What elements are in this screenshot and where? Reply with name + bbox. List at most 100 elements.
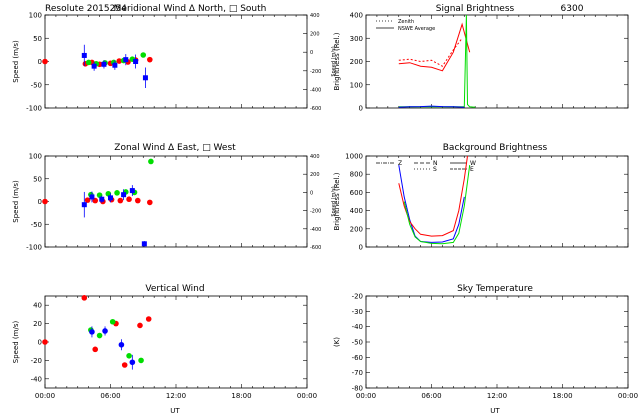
zonal-y2-tick-label: 0 <box>310 190 313 196</box>
vertical-point-blue <box>102 328 108 334</box>
background-panel: Background Brightness Z N S W E 0 200 400 6… <box>333 143 629 252</box>
vertical-point-red <box>42 339 48 345</box>
vertical-x-tick-label: 12:00 <box>166 392 186 400</box>
vertical-xlabel: UT <box>170 407 180 415</box>
background-legend-n: N <box>433 160 438 167</box>
zonal-y-tick-label: -100 <box>26 244 42 252</box>
meridional-title-left: Resolute 2015254 <box>45 4 127 14</box>
background-title: Background Brightness <box>443 143 548 153</box>
background-legend-s: S <box>433 166 437 173</box>
meridional-y-label: Speed (m/s) <box>12 40 20 83</box>
sky-x-tick-label: 12:00 <box>487 392 507 400</box>
vertical-point-blue <box>118 341 125 348</box>
signal-panel: Signal Brightness 6300 Zenith NSWE Avera… <box>333 4 629 113</box>
meridional-y2-label: Speed (m/s) <box>331 46 337 76</box>
vertical-point-blue <box>89 329 95 335</box>
vertical-panel: Vertical Wind UT 00:00 06:00 12:00 18:00 00:… <box>12 284 317 415</box>
sky-x-tick-label: 06:00 <box>421 392 441 400</box>
vertical-x-tick-label: 06:00 <box>100 392 120 400</box>
background-legend-e: E <box>470 166 474 173</box>
background-legend-z: Z <box>398 160 402 167</box>
background-y-label: Brightness (Rel.) <box>333 172 341 230</box>
signal-legend-nswe: NSWE Average <box>398 26 435 32</box>
zonal-point-red <box>134 197 141 204</box>
vertical-point-red <box>145 316 152 322</box>
sky-y-tick-label: -80 <box>352 385 363 393</box>
meridional-point-blue <box>123 57 129 63</box>
meridional-y2-tick-label: -200 <box>310 69 321 75</box>
signal-y-tick-label: 0 <box>359 105 363 113</box>
zonal-y2-tick-label: -400 <box>310 227 321 233</box>
meridional-y-tick-label: 50 <box>33 35 42 43</box>
sky-y-tick-label: -70 <box>352 369 363 377</box>
meridional-point-blue <box>91 63 97 69</box>
background-y-tick-label: 1000 <box>345 153 363 161</box>
vertical-y-tick-label: -40 <box>31 375 42 383</box>
vertical-y-tick-label: 20 <box>33 320 42 328</box>
meridional-y2-tick-label: -400 <box>310 87 321 93</box>
background-legend-w: W <box>470 160 476 167</box>
vertical-point-red <box>121 362 128 368</box>
signal-series-nswe-average <box>398 105 465 108</box>
meridional-point-red <box>147 56 153 63</box>
background-y-tick-label: 400 <box>350 207 363 215</box>
meridional-point-blue <box>101 61 107 67</box>
signal-legend-zenith: Zenith <box>398 19 414 25</box>
zonal-point-green <box>105 190 112 197</box>
background-series-blue <box>398 165 465 243</box>
zonal-point-blue <box>99 196 105 202</box>
meridional-y-tick-label: 0 <box>38 58 42 66</box>
zonal-y2-tick-label: 200 <box>310 172 320 178</box>
sky-y-tick-label: -50 <box>352 339 363 347</box>
vertical-plot-frame <box>44 295 308 389</box>
signal-y-tick-label: 400 <box>350 12 363 20</box>
zonal-y2-tick-label: -600 <box>310 245 321 251</box>
meridional-panel: Resolute 2015254 Meridional Wind Δ North… <box>12 4 337 113</box>
sky-y-tick-label: -20 <box>352 293 363 301</box>
zonal-point-green <box>96 192 103 198</box>
signal-y-tick-label: 300 <box>350 35 363 43</box>
sky-y-tick-label: -60 <box>352 354 363 362</box>
meridional-point-blue <box>112 62 118 68</box>
zonal-point-green <box>114 190 120 196</box>
zonal-y-label: Speed (m/s) <box>12 180 20 223</box>
vertical-y-tick-label: -20 <box>31 357 42 365</box>
zonal-point-blue <box>89 194 95 200</box>
sky-x-tick-label: 18:00 <box>552 392 572 400</box>
signal-title-right: 6300 <box>561 4 584 14</box>
sky-x-tick-label: 00:00 <box>356 392 376 400</box>
zonal-point-red <box>117 197 124 204</box>
zonal-y-tick-label: 0 <box>38 198 42 206</box>
vertical-y-label: Speed (m/s) <box>12 321 20 364</box>
zonal-panel: Zonal Wind Δ East, □ West -100 -50 0 50 100 S… <box>12 143 337 252</box>
sky-panel: Sky Temperature UT 00:00 06:00 12:00 18:00 0… <box>333 284 638 415</box>
zonal-y2-tick-label: -200 <box>310 209 321 215</box>
meridional-point-green <box>85 59 92 66</box>
meridional-point-blue <box>133 59 139 64</box>
meridional-y2-tick-label: 0 <box>310 50 313 56</box>
sky-y-tick-label: -30 <box>352 308 363 316</box>
meridional-y-tick-label: -100 <box>26 105 42 113</box>
zonal-point-red <box>126 196 132 203</box>
vertical-x-tick-label: 00:00 <box>297 392 317 400</box>
zonal-point-blue <box>129 188 135 194</box>
zonal-point-red <box>42 198 48 205</box>
vertical-point-red <box>92 346 99 353</box>
vertical-x-tick-label: 00:00 <box>35 392 55 400</box>
meridional-title: Meridional Wind Δ North, □ South <box>114 4 267 14</box>
vertical-point-green <box>138 357 144 364</box>
zonal-y2-tick-label: 400 <box>310 154 320 160</box>
zonal-y-tick-label: -50 <box>31 221 42 229</box>
meridional-point-blue <box>81 52 87 58</box>
vertical-x-tick-label: 18:00 <box>231 392 251 400</box>
meridional-y2-tick-label: 400 <box>310 13 320 19</box>
signal-series-zenith <box>398 37 463 67</box>
meridional-y-tick-label: -50 <box>31 81 42 89</box>
vertical-y-tick-label: 40 <box>33 302 42 310</box>
meridional-point-blue <box>142 75 148 81</box>
zonal-point-red <box>147 199 153 206</box>
zonal-point-blue <box>141 241 147 247</box>
signal-y-tick-label: 200 <box>350 58 363 66</box>
meridional-point-green <box>140 52 147 58</box>
